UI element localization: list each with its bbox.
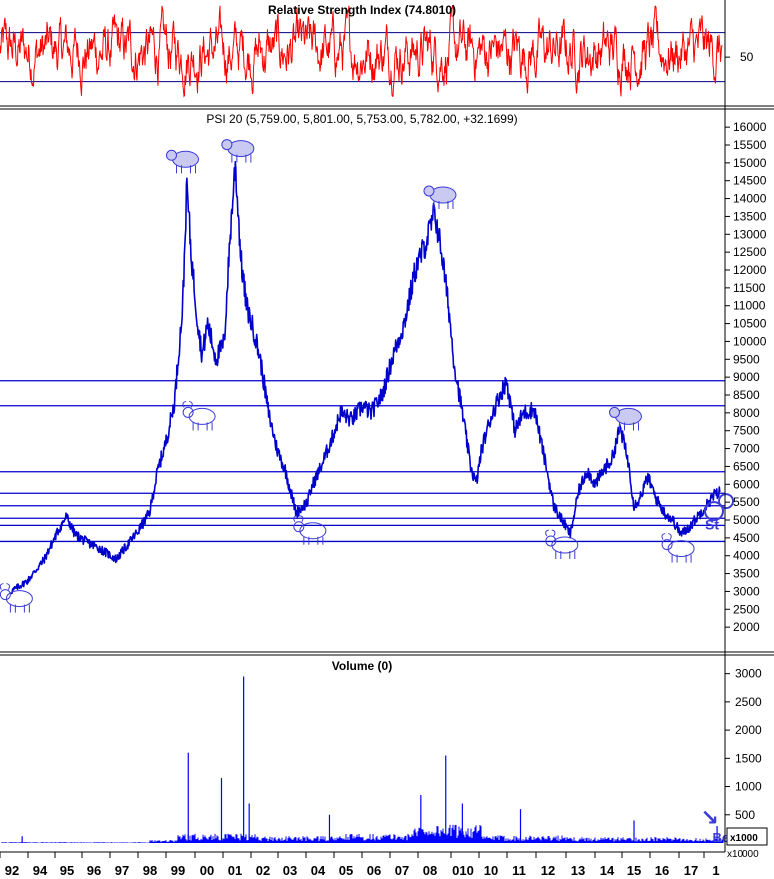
volume-tick-label: 3000: [735, 667, 762, 681]
x-axis: 92 94 95 96 97 98 99 00 01 02 03 04 05 06 07 08 010 10 11 1…: [0, 852, 720, 878]
x-tick-label: 010: [452, 863, 474, 878]
price-tick-label: 5500: [733, 495, 760, 509]
target-ring-icon: [718, 493, 735, 510]
rsi-title: Relative Strength Index (74.8010): [268, 3, 456, 17]
price-tick-label: 5000: [733, 513, 760, 527]
target-ring-icon: [704, 501, 725, 522]
x-tick-label: 13: [571, 863, 585, 878]
price-tick-label: 12000: [733, 263, 767, 277]
rsi-panel: Relative Strength Index (74.8010) 50: [0, 3, 754, 98]
bull-bear-annotations: St: [0, 139, 735, 613]
price-tick-label: 4500: [733, 531, 760, 545]
volume-unit-tail: 000: [742, 849, 759, 860]
bull-icon: [545, 529, 579, 559]
rsi-series-line: [0, 4, 723, 98]
x-tick-label: 17: [684, 863, 698, 878]
x-tick-label: 10: [484, 863, 498, 878]
volume-unit-box: [726, 827, 768, 846]
volume-title: Volume (0): [332, 659, 392, 673]
x-tick-label: 12: [541, 863, 555, 878]
volume-bar-series: [1, 824, 724, 843]
bull-icon: [0, 583, 33, 613]
price-tick-label: 12500: [733, 245, 767, 259]
volume-y-ticks: 3000 2500 2000 1500 1000 500: [725, 667, 762, 822]
bear-icon: [423, 185, 457, 209]
price-tick-label: 11000: [733, 299, 766, 313]
x-tick-label: 99: [171, 863, 185, 878]
x-tick-label: 1: [712, 863, 719, 878]
x-tick-label: 92: [5, 863, 19, 878]
x-tick-label: 16: [655, 863, 669, 878]
price-tick-label: 7500: [733, 424, 760, 438]
bear-icon: [221, 139, 255, 163]
price-tick-label: 9000: [733, 370, 760, 384]
price-tick-label: 14000: [733, 192, 767, 206]
price-tick-label: 8000: [733, 406, 760, 420]
x-tick-label: 04: [311, 863, 326, 878]
price-tick-label: 9500: [733, 352, 760, 366]
price-tick-label: 11500: [733, 281, 766, 295]
price-tick-label: 10000: [733, 334, 767, 348]
price-tick-label: 10500: [733, 317, 767, 331]
bear-icon: [165, 149, 199, 174]
price-panel: St PSI 20 (5,759.00, 5,801.00, 5,753.00,…: [0, 112, 767, 634]
bull-icon: [293, 515, 327, 545]
x-tick-label: 03: [283, 863, 297, 878]
x-tick-label: 96: [87, 863, 101, 878]
bull-icon: [182, 400, 216, 431]
x-tick-label: 94: [33, 863, 48, 878]
price-y-ticks: 16000 15500 15000 14500 14000 13500 13000 12500…: [725, 120, 767, 634]
volume-tick-label: 2000: [735, 723, 762, 737]
bull-icon: [661, 533, 695, 563]
price-tick-label: 6500: [733, 459, 760, 473]
annotation-text: St: [705, 516, 719, 532]
x-tick-label: 15: [627, 863, 641, 878]
price-tick-label: 14500: [733, 174, 767, 188]
x-tick-label: 07: [395, 863, 409, 878]
x-tick-label: 08: [423, 863, 437, 878]
x-tick-label: 11: [512, 863, 526, 878]
price-tick-label: 13000: [733, 227, 767, 241]
volume-tick-label: 500: [735, 808, 755, 822]
price-tick-label: 4000: [733, 549, 760, 563]
rsi-tick-label: 50: [740, 50, 754, 64]
price-tick-label: 2500: [733, 602, 760, 616]
volume-panel: ↘Bear Volume (0) 3000 2500 2000 1500 1000 500…: [1, 659, 768, 860]
x-tick-label: 05: [339, 863, 353, 878]
price-tick-label: 3000: [733, 584, 760, 598]
x-tick-label: 98: [143, 863, 157, 878]
price-tick-label: 6000: [733, 477, 760, 491]
price-tick-label: 15500: [733, 138, 767, 152]
volume-bars: ↘Bear: [1, 676, 741, 845]
x-tick-label: 14: [600, 863, 615, 878]
price-tick-label: 13500: [733, 209, 767, 223]
price-tick-label: 15000: [733, 156, 767, 170]
x-tick-label: 00: [200, 863, 214, 878]
price-title: PSI 20 (5,759.00, 5,801.00, 5,753.00, 5,…: [206, 112, 517, 126]
rsi-y-ticks: 50: [725, 50, 754, 64]
price-tick-label: 7000: [733, 442, 760, 456]
volume-tick-label: 2500: [735, 695, 762, 709]
volume-unit-sub: x10: [727, 849, 744, 860]
price-tick-label: 2000: [733, 620, 760, 634]
price-series-line: [10, 160, 721, 595]
bear-icon: [608, 406, 642, 431]
x-tick-label: 95: [60, 863, 74, 878]
x-tick-label: 06: [367, 863, 381, 878]
x-tick-label: 01: [228, 863, 242, 878]
volume-unit-label: x1000: [730, 833, 758, 844]
arrow-icon: ↘: [700, 806, 718, 831]
price-tick-label: 16000: [733, 120, 767, 134]
volume-tick-label: 1000: [735, 780, 762, 794]
volume-tick-label: 1500: [735, 751, 762, 765]
x-tick-label: 97: [115, 863, 129, 878]
price-tick-label: 3500: [733, 567, 760, 581]
x-tick-label: 02: [256, 863, 270, 878]
price-tick-label: 8500: [733, 388, 760, 402]
